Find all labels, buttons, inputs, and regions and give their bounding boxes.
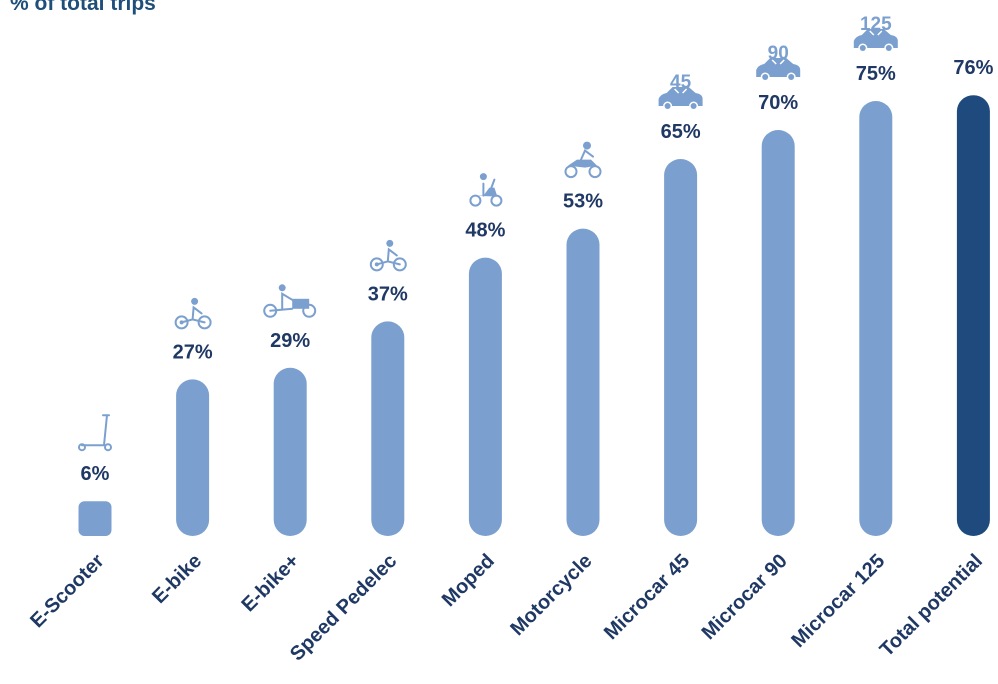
bar-moped (468, 257, 502, 536)
bar-microcar-125 (859, 101, 893, 536)
category-label: Microcar 125 (787, 550, 889, 652)
bike-icon (174, 297, 212, 330)
value-label: 6% (81, 463, 110, 485)
category-label: Moped (438, 550, 499, 611)
category-label: Microcar 45 (600, 550, 694, 644)
car-icon: 125 (853, 14, 898, 53)
bar-speed-pedelec (371, 321, 405, 536)
value-label: 53% (563, 191, 603, 213)
category-label: Motorcycle (506, 550, 596, 640)
category-label: E-bike+ (237, 550, 303, 616)
motorcycle-icon (564, 141, 602, 179)
cargo-bike-icon (263, 284, 317, 318)
scooter-icon (78, 414, 112, 452)
moped-icon (469, 173, 503, 207)
car-icon: 90 (756, 43, 801, 82)
value-label: 27% (173, 341, 213, 363)
bike-icon (369, 239, 407, 272)
bar-microcar-90 (761, 130, 795, 536)
chart-subtitle: % of total trips (10, 0, 156, 15)
bar-e-scooter (78, 501, 112, 536)
car-speed-label: 45 (670, 72, 692, 93)
bar-motorcycle (566, 228, 600, 536)
category-label: Total potential (876, 550, 987, 661)
category-label: Speed Pedelec (286, 550, 401, 665)
value-label: 29% (270, 330, 310, 352)
car-speed-label: 90 (768, 43, 789, 64)
value-label: 70% (758, 92, 798, 114)
category-label: Microcar 90 (698, 550, 792, 644)
value-label: 37% (368, 283, 408, 305)
category-label: E-Scooter (26, 550, 109, 633)
value-label: 65% (661, 121, 701, 143)
bar-e-bike (176, 379, 210, 536)
category-label: E-bike (148, 550, 206, 608)
car-speed-label: 125 (860, 14, 892, 35)
value-label: 75% (856, 63, 896, 85)
value-label: 48% (465, 220, 505, 242)
car-icon: 45 (658, 72, 703, 111)
bar-e-bike+ (273, 367, 307, 536)
bar-total-potential (956, 95, 990, 536)
bar-microcar-45 (664, 159, 698, 536)
value-label: 76% (953, 57, 993, 79)
